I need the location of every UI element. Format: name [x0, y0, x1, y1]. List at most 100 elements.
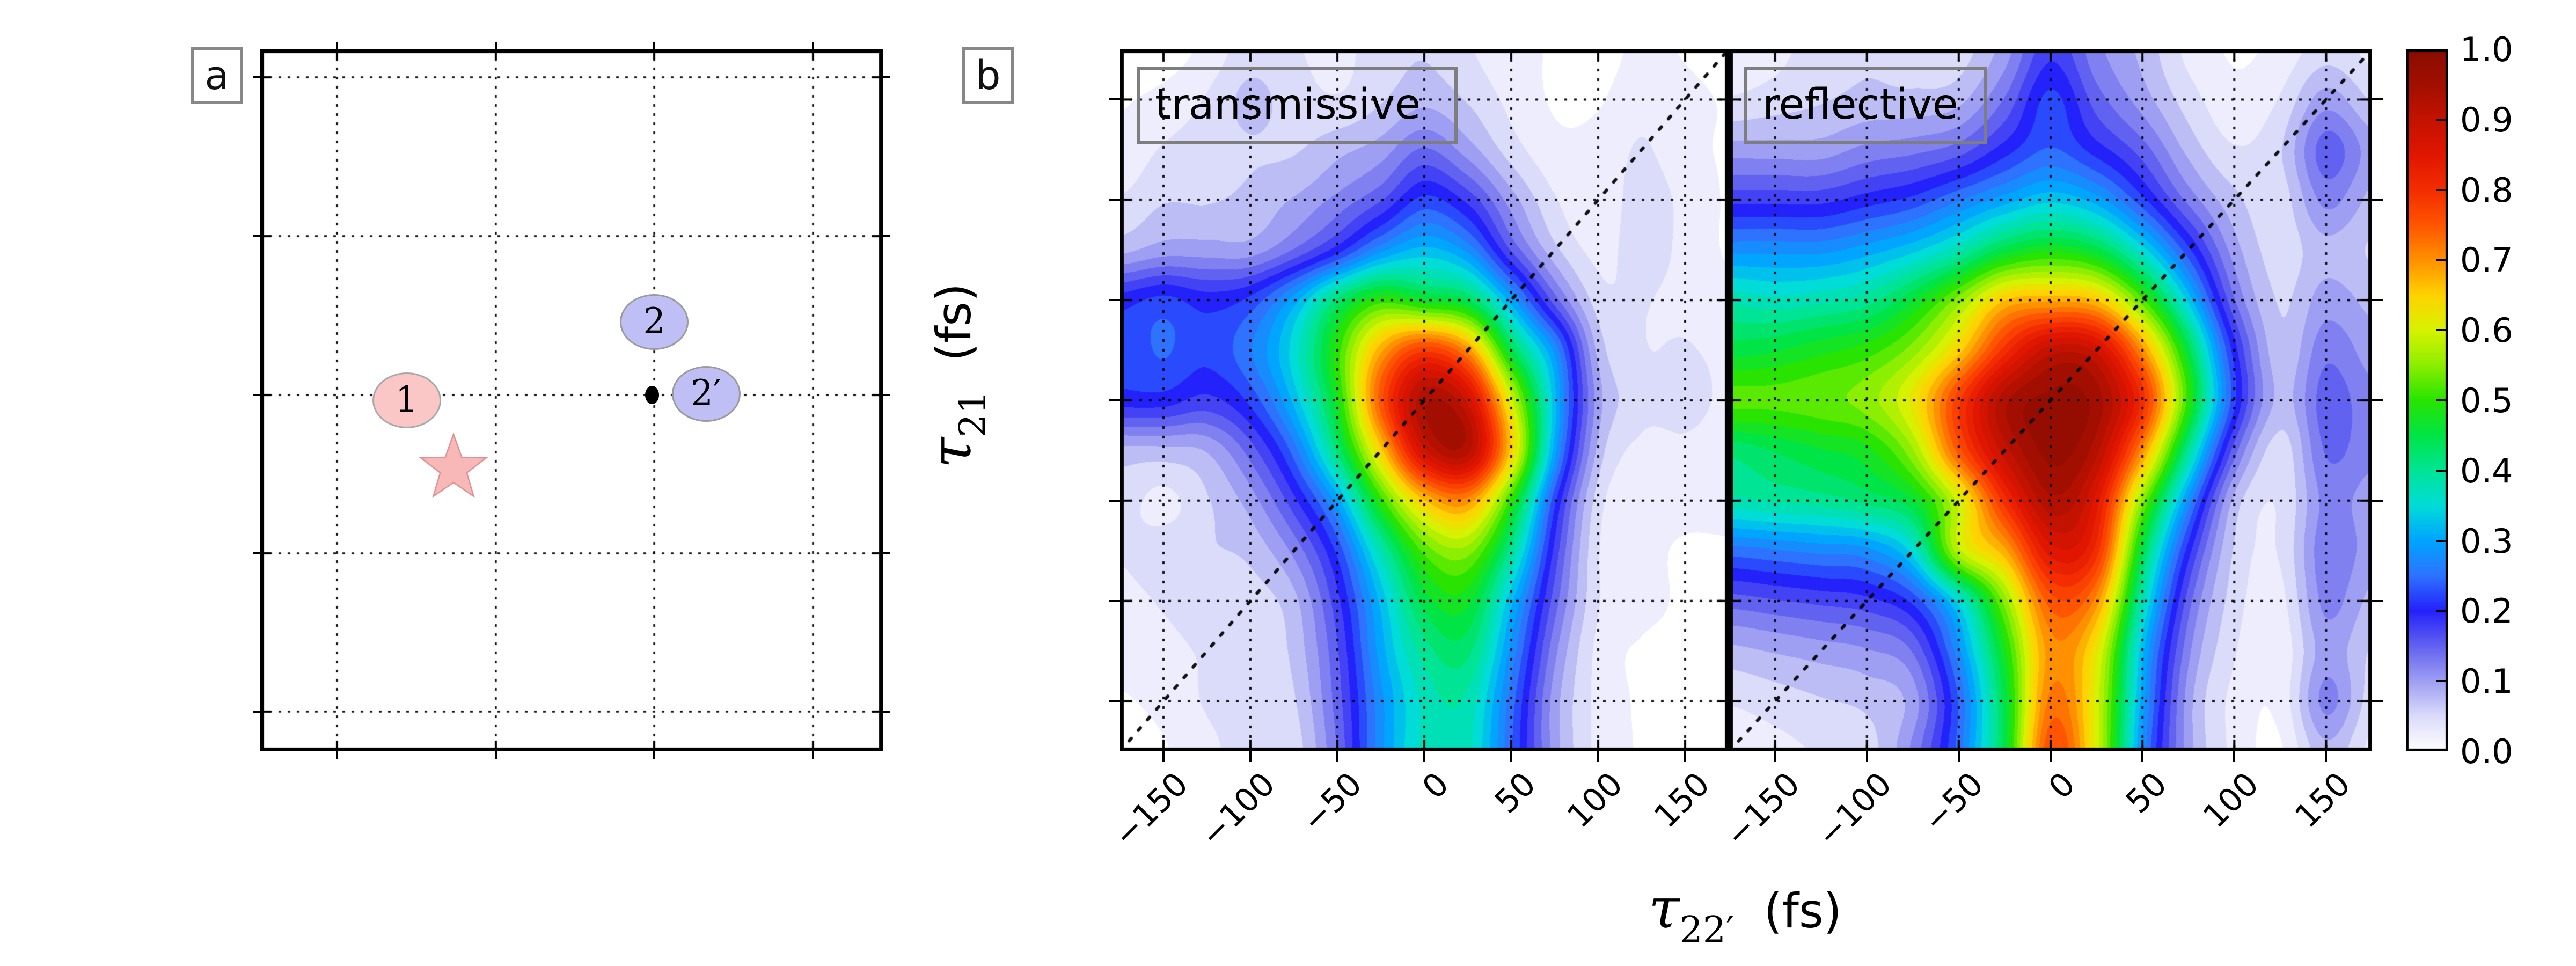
- panel-a-tick-mark: [883, 710, 890, 713]
- heatmap-transmissive-canvas: [1120, 49, 1729, 751]
- panel-a-tick-mark: [253, 76, 260, 79]
- panel-a-tick-mark: [253, 552, 260, 554]
- panel-a-tick-mark: [883, 235, 890, 238]
- heatmap-reflective: reflective: [1729, 49, 2372, 751]
- marker-circle-1: 1: [372, 372, 441, 428]
- y-tick-mark: [2372, 599, 2383, 602]
- y-tick-mark: [1109, 599, 1120, 602]
- y-tick-mark: [2372, 399, 2383, 401]
- reflective-label-box: reflective: [1744, 67, 1987, 144]
- heatmap-transmissive: transmissive: [1120, 49, 1729, 751]
- marker-circle-2′: 2′: [671, 366, 741, 422]
- x-tick-label: −150: [1106, 765, 1196, 855]
- panel-a-tick-mark: [253, 710, 260, 713]
- colorbar-tick-mark: [2436, 469, 2448, 472]
- panel-a-tick-mark: [883, 76, 890, 79]
- colorbar-tick-mark: [2436, 188, 2448, 191]
- x-tick-label: 150: [2288, 765, 2358, 836]
- x-axis-tau-subscript: 22′: [1679, 909, 1735, 952]
- colorbar-tick-label: 0.1: [2460, 662, 2513, 701]
- x-tick-mark: [1162, 751, 1165, 762]
- y-axis-tau-subscript: 21: [952, 391, 994, 437]
- y-tick-mark: [1109, 299, 1120, 302]
- y-tick-mark: [1109, 499, 1120, 502]
- panel-a-schematic-plot: 1 2 2′: [260, 49, 883, 751]
- panel-a-tick-mark: [811, 42, 814, 49]
- x-tick-mark: [2233, 751, 2236, 762]
- colorbar-tick-label: 0.3: [2460, 521, 2513, 561]
- x-tick-mark: [2050, 751, 2052, 762]
- panel-a-tick-mark: [494, 42, 497, 49]
- marker-circle-2: 2: [620, 294, 689, 350]
- y-tick-mark: [1109, 98, 1120, 101]
- x-tick-mark: [1423, 751, 1425, 762]
- y-axis-label: τ21 (fs): [918, 283, 994, 469]
- panel-a-tick-mark: [336, 751, 339, 759]
- colorbar-tick-label: 0.0: [2460, 732, 2513, 771]
- colorbar-tick-label: 0.4: [2460, 451, 2513, 491]
- x-tick-mark: [2141, 751, 2144, 762]
- panel-a-letter: a: [204, 53, 229, 99]
- panel-a-letter-box: a: [191, 47, 243, 104]
- panel-a-tick-mark: [883, 394, 890, 397]
- colorbar-tick-label: 1.0: [2460, 30, 2513, 69]
- y-tick-mark: [2372, 700, 2383, 702]
- x-tick-label: 0: [2041, 765, 2083, 807]
- panel-a-tick-mark: [494, 751, 497, 759]
- x-tick-label: 100: [1560, 765, 1630, 836]
- colorbar-tick-label: 0.8: [2460, 170, 2513, 210]
- x-tick-mark: [1510, 751, 1512, 762]
- panel-a-tick-mark: [253, 394, 260, 397]
- y-axis-tau-symbol: τ: [918, 437, 984, 469]
- y-tick-mark: [1109, 399, 1120, 401]
- panel-a-tick-mark: [336, 42, 339, 49]
- panel-a-grid-canvas: [260, 49, 883, 751]
- panel-a-tick-mark: [653, 751, 656, 759]
- x-tick-label: −150: [1718, 765, 1807, 855]
- x-axis-tau-symbol: τ: [1648, 875, 1680, 941]
- x-tick-label: 0: [1415, 765, 1457, 807]
- x-tick-label: −50: [1916, 765, 1991, 840]
- panel-a-tick-mark: [811, 751, 814, 759]
- panel-a-markers-layer: 1 2 2′: [260, 49, 883, 751]
- x-tick-mark: [1774, 751, 1776, 762]
- heatmap-reflective-canvas: [1729, 49, 2372, 751]
- colorbar-tick-label: 0.6: [2460, 311, 2513, 350]
- colorbar-tick-mark: [2436, 259, 2448, 261]
- reflective-label: reflective: [1762, 80, 1958, 129]
- x-tick-label: −100: [1193, 765, 1283, 855]
- transmissive-label-box: transmissive: [1137, 67, 1458, 144]
- colorbar-tick-mark: [2436, 680, 2448, 683]
- marker-star-icon: [419, 432, 488, 498]
- colorbar-tick-mark: [2436, 329, 2448, 332]
- transmissive-label: transmissive: [1155, 80, 1421, 129]
- panel-b-letter: b: [975, 53, 1001, 99]
- marker-star-shape: [419, 432, 488, 498]
- x-tick-label: −50: [1294, 765, 1370, 840]
- panel-a-tick-mark: [653, 42, 656, 49]
- x-tick-mark: [1249, 751, 1252, 762]
- colorbar-tick-mark: [2436, 399, 2448, 401]
- colorbar-tick-label: 0.2: [2460, 591, 2513, 631]
- x-tick-mark: [1957, 751, 1960, 762]
- colorbar-tick-mark: [2436, 118, 2448, 121]
- y-tick-mark: [1109, 199, 1120, 201]
- colorbar-tick-label: 0.9: [2460, 100, 2513, 140]
- x-tick-label: 100: [2196, 765, 2266, 836]
- x-tick-mark: [1336, 751, 1338, 762]
- colorbar-tick-mark: [2436, 610, 2448, 612]
- y-tick-mark: [2372, 98, 2383, 101]
- x-tick-mark: [2325, 751, 2328, 762]
- colorbar-tick-label: 0.7: [2460, 240, 2513, 280]
- y-tick-mark: [2372, 199, 2383, 201]
- x-tick-mark: [1865, 751, 1868, 762]
- x-tick-mark: [1597, 751, 1599, 762]
- x-axis-label: τ22′ (fs): [1649, 875, 1842, 952]
- x-tick-label: 50: [1488, 765, 1543, 821]
- x-tick-label: −100: [1810, 765, 1899, 855]
- panel-a-tick-mark: [883, 552, 890, 554]
- y-tick-mark: [1109, 700, 1120, 702]
- x-tick-mark: [1684, 751, 1686, 762]
- panel-a-tick-mark: [253, 235, 260, 238]
